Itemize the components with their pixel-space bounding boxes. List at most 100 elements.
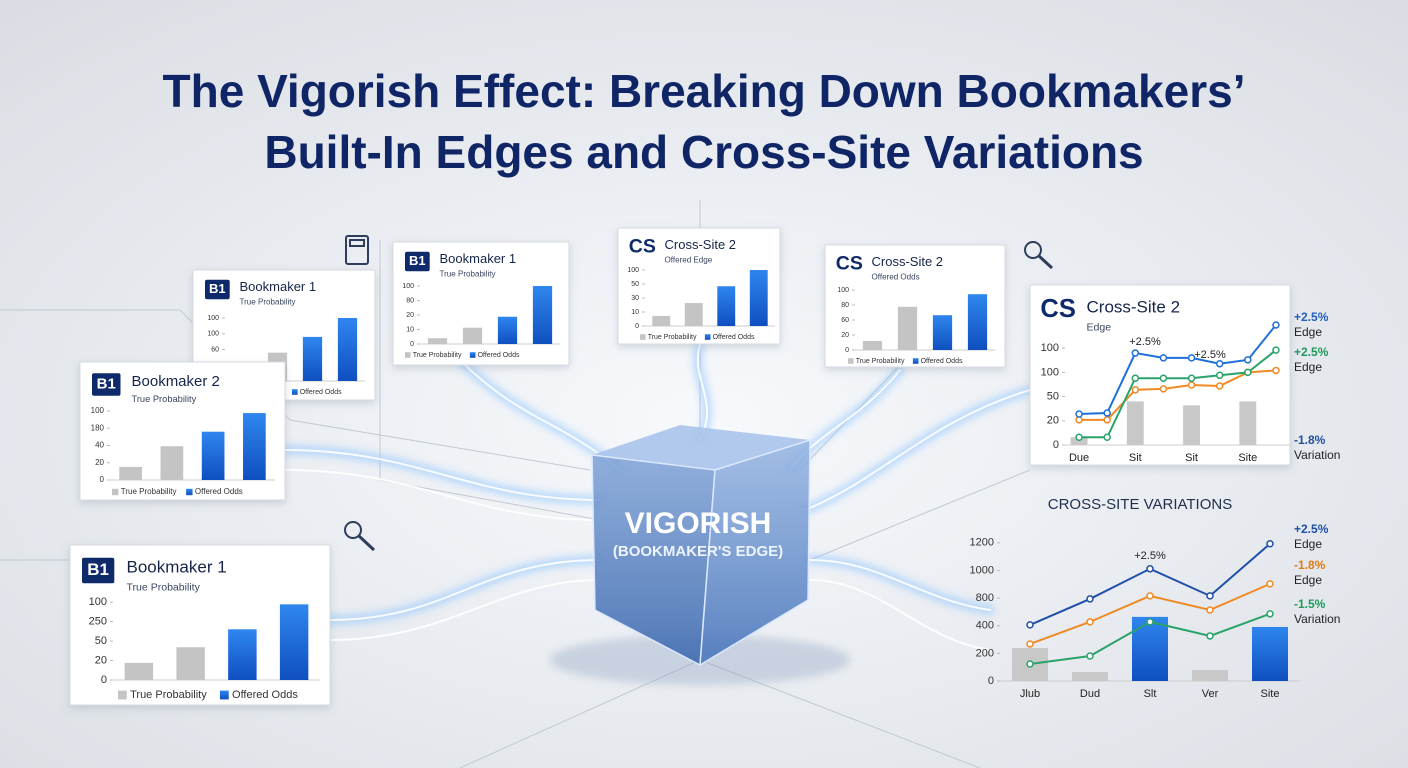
card-title: Bookmaker 1 xyxy=(440,251,517,266)
y-tick-label: 100 xyxy=(207,315,219,322)
badge: B1 xyxy=(87,560,109,579)
y-tick-label: 20 xyxy=(1047,415,1059,427)
bar xyxy=(1239,401,1257,445)
y-tick-label: 20 xyxy=(406,312,414,319)
x-tick-label: Sit xyxy=(1185,452,1198,464)
bar xyxy=(1183,405,1200,445)
bar xyxy=(337,318,358,381)
badge: CS xyxy=(836,253,863,275)
bar xyxy=(862,341,883,350)
y-tick-label: 20 xyxy=(841,332,849,339)
badge: CS xyxy=(629,236,656,258)
card-subtitle: True Probability xyxy=(240,298,296,307)
point xyxy=(1244,356,1252,364)
legend-label: Offered Odds xyxy=(478,352,520,359)
point xyxy=(1266,610,1274,618)
legend-swatch xyxy=(848,358,854,364)
bar xyxy=(302,336,323,381)
y-tick-label: 60 xyxy=(211,346,219,353)
card-subtitle: True Probability xyxy=(132,394,197,404)
y-tick-label: 200 xyxy=(976,647,994,659)
bar xyxy=(717,286,736,326)
y-tick-label: 100 xyxy=(91,406,105,415)
badge: CS xyxy=(1040,295,1075,323)
x-tick-label: Sit xyxy=(1129,452,1142,464)
y-tick-label: 100 xyxy=(89,596,107,608)
card-title: Cross-Site 2 xyxy=(1087,297,1181,316)
side-label: Edge xyxy=(1294,325,1322,339)
point xyxy=(1206,606,1214,614)
card-title: Cross-Site 2 xyxy=(872,254,944,269)
bar xyxy=(749,270,768,326)
point xyxy=(1075,433,1083,442)
point xyxy=(1086,652,1094,660)
point xyxy=(1159,374,1168,382)
y-tick-label: 80 xyxy=(841,302,849,309)
vigorish-cube: VIGORISH (BOOKMAKER'S EDGE) xyxy=(550,425,850,685)
chart-card: B1 Bookmaker 1 True Probability 0 20 50 250 100… xyxy=(69,544,331,706)
side-label: -1.8% xyxy=(1294,433,1326,447)
y-tick-label: 0 xyxy=(988,675,994,687)
y-tick-label: 0 xyxy=(845,347,849,354)
point xyxy=(1131,349,1140,357)
y-tick-label: 10 xyxy=(631,309,639,316)
side-label: -1.5% xyxy=(1294,597,1326,611)
legend-swatch xyxy=(118,690,127,700)
y-tick-label: 0 xyxy=(410,341,414,348)
point xyxy=(1206,592,1214,600)
legend-label: True Probability xyxy=(648,334,697,341)
point xyxy=(1026,660,1034,668)
legend-swatch xyxy=(469,352,476,358)
bar xyxy=(119,466,142,480)
card-subtitle: Offered Edge xyxy=(665,256,713,265)
card-subtitle: True Probability xyxy=(127,581,201,593)
y-tick-label: 30 xyxy=(631,295,639,302)
y-tick-label: 100 xyxy=(837,287,849,294)
bar xyxy=(279,604,309,680)
bar xyxy=(1252,626,1288,681)
legend-swatch xyxy=(112,488,119,496)
annotation: +2.5% xyxy=(1134,550,1166,562)
chart-title: CROSS-SITE VARIATIONS xyxy=(1048,496,1232,513)
point xyxy=(1103,416,1111,424)
bar xyxy=(1072,672,1108,681)
y-tick-label: 100 xyxy=(402,283,414,290)
side-label: Variation xyxy=(1294,612,1340,626)
y-tick-label: 100 xyxy=(207,331,219,338)
card-title: Cross-Site 2 xyxy=(665,237,737,252)
chart-card: CS Cross-Site 2 Offered Edge 0 10 30 50 100 True… xyxy=(617,227,781,345)
legend-swatch xyxy=(292,389,298,395)
line xyxy=(1079,369,1277,421)
card-title: Bookmaker 1 xyxy=(240,279,317,294)
point xyxy=(1146,618,1154,626)
y-tick-label: 100 xyxy=(1041,342,1059,354)
bar xyxy=(1070,437,1088,445)
badge-box xyxy=(405,251,430,272)
bar xyxy=(497,316,518,344)
point xyxy=(1266,540,1274,548)
annotation: +2.5% xyxy=(1194,349,1226,361)
bar xyxy=(652,315,671,326)
y-tick-label: 80 xyxy=(406,297,414,304)
card-subtitle: True Probability xyxy=(440,270,496,279)
point xyxy=(1159,385,1168,393)
card-title: Bookmaker 1 xyxy=(127,557,227,576)
point xyxy=(1187,354,1196,362)
side-label: +2.5% xyxy=(1294,345,1329,359)
badge: B1 xyxy=(409,253,426,268)
side-label: Edge xyxy=(1294,360,1322,374)
point xyxy=(1159,354,1168,362)
bar xyxy=(1192,669,1228,681)
legend-label: True Probability xyxy=(856,358,905,365)
badge: B1 xyxy=(97,375,116,392)
badge-box xyxy=(205,279,230,300)
legend-label: Offered Odds xyxy=(232,689,298,701)
legend-swatch xyxy=(186,488,193,496)
point xyxy=(1244,368,1252,377)
legend-label: True Probability xyxy=(413,352,462,359)
y-tick-label: 400 xyxy=(976,620,994,632)
chart-card: CS Cross-Site 2 Edge 0 20 50 100 100 Due Sit Sit Si… xyxy=(1029,284,1340,466)
point xyxy=(1131,374,1140,382)
side-label: Edge xyxy=(1294,573,1322,587)
